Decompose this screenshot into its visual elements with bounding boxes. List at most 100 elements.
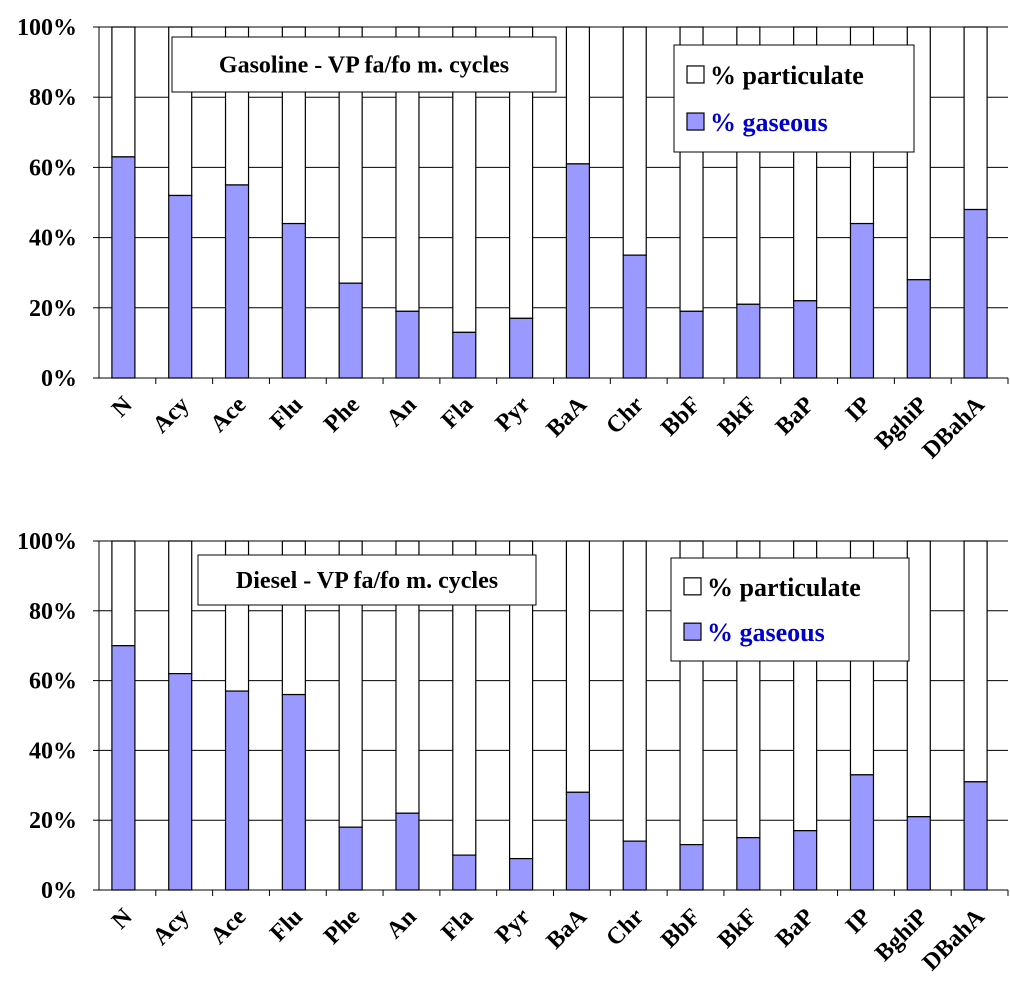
bar-particulate xyxy=(565,26,591,165)
x-tick-label: Phe xyxy=(319,904,365,950)
bar-gaseous xyxy=(736,303,761,379)
x-tick-label: Chr xyxy=(601,392,649,440)
legend-label-gaseous: % gaseous xyxy=(710,108,828,137)
x-tick-label: BbF xyxy=(656,904,706,954)
bar-particulate xyxy=(111,540,136,647)
bar-gaseous xyxy=(281,693,306,891)
chart-title-box xyxy=(197,554,537,606)
x-tick-label: Ace xyxy=(206,392,252,438)
x-tick-label: Pyr xyxy=(491,392,536,437)
y-tick-label: 80% xyxy=(29,599,77,625)
y-tick-label: 20% xyxy=(29,296,77,322)
x-tick-label: N xyxy=(107,903,138,934)
bar-gaseous xyxy=(111,156,136,379)
y-tick-label: 100% xyxy=(17,15,77,41)
bar-gaseous xyxy=(395,812,420,891)
bar-gaseous xyxy=(963,208,988,379)
y-tick-label: 0% xyxy=(41,366,77,392)
x-tick-label: BaA xyxy=(542,391,593,442)
x-tick-label: BaA xyxy=(542,903,593,954)
x-tick-label: Fla xyxy=(437,392,479,434)
bar-gaseous xyxy=(679,844,704,891)
chart-title-box xyxy=(171,36,557,93)
legend-label-particulate: % particulate xyxy=(707,573,861,602)
bar-particulate xyxy=(565,540,591,793)
x-tick-label: BaP xyxy=(771,904,820,953)
bar-gaseous xyxy=(452,331,477,379)
x-tick-label: Flu xyxy=(265,904,308,947)
bar-gaseous xyxy=(338,282,363,379)
bar-gaseous xyxy=(793,830,818,891)
x-tick-label: An xyxy=(382,904,422,944)
x-tick-label: BbF xyxy=(656,392,706,442)
y-tick-label: 80% xyxy=(29,85,77,111)
x-tick-label: Flu xyxy=(265,392,308,435)
y-tick-label: 20% xyxy=(29,808,77,834)
x-tick-label: IP xyxy=(841,904,876,939)
bar-gaseous xyxy=(963,781,988,891)
x-tick-label: BkF xyxy=(713,392,763,442)
y-tick-label: 40% xyxy=(29,226,77,252)
bar-gaseous xyxy=(395,310,420,379)
y-tick-label: 60% xyxy=(29,155,77,181)
legend-swatch-particulate xyxy=(683,577,702,596)
bar-particulate xyxy=(963,540,988,783)
bar-gaseous xyxy=(679,310,704,379)
legend xyxy=(670,557,910,662)
chart-title: Diesel - VP fa/fo m. cycles xyxy=(236,568,498,594)
bar-particulate xyxy=(622,540,647,842)
bar-gaseous xyxy=(906,816,931,891)
bar-gaseous xyxy=(622,254,647,379)
bar-gaseous xyxy=(736,837,761,891)
y-tick-label: 40% xyxy=(29,738,77,764)
bar-gaseous xyxy=(849,222,875,379)
x-tick-label: Chr xyxy=(601,904,649,952)
x-tick-label: An xyxy=(382,392,422,432)
bar-gaseous xyxy=(224,690,250,891)
x-tick-label: DBahA xyxy=(918,391,991,464)
bar-gaseous xyxy=(508,857,534,891)
x-tick-label: Phe xyxy=(319,392,365,438)
bar-gaseous xyxy=(281,222,306,379)
x-tick-label: Acy xyxy=(148,392,195,439)
chart-panel-2: 0%20%40%60%80%100%N Acy Ace Flu Phe An Fla Pyr B… xyxy=(17,529,1009,976)
x-tick-label: BkF xyxy=(713,904,763,954)
bar-gaseous xyxy=(508,317,534,379)
bar-gaseous xyxy=(224,184,250,379)
chart-panel-1: 0%20%40%60%80%100%N Acy Ace Flu Phe An Fla Pyr B… xyxy=(17,15,1009,464)
bar-gaseous xyxy=(793,300,818,379)
legend xyxy=(673,44,915,153)
x-tick-label: DBahA xyxy=(918,903,991,976)
x-tick-label: Fla xyxy=(437,904,479,946)
chart-title: Gasoline - VP fa/fo m. cycles xyxy=(219,53,509,79)
x-tick-label: Acy xyxy=(148,904,195,951)
y-tick-label: 60% xyxy=(29,669,77,695)
bar-gaseous xyxy=(111,645,136,891)
legend-swatch-particulate xyxy=(686,65,705,84)
bar-particulate xyxy=(168,540,193,675)
x-tick-label: Ace xyxy=(206,904,252,950)
y-tick-label: 0% xyxy=(41,878,77,904)
bar-gaseous xyxy=(452,854,477,891)
legend-label-particulate: % particulate xyxy=(710,61,864,90)
bar-gaseous xyxy=(565,791,591,891)
bar-particulate xyxy=(963,26,988,211)
legend-swatch-gaseous xyxy=(686,112,705,131)
bar-gaseous xyxy=(906,279,931,379)
bar-gaseous xyxy=(622,840,647,891)
bar-gaseous xyxy=(849,774,875,891)
bar-gaseous xyxy=(168,194,193,379)
bar-gaseous xyxy=(168,673,193,891)
legend-label-gaseous: % gaseous xyxy=(707,618,825,647)
x-tick-label: N xyxy=(107,391,138,422)
bar-particulate xyxy=(906,540,931,818)
legend-swatch-gaseous xyxy=(683,622,702,641)
bar-particulate xyxy=(111,26,136,158)
bar-gaseous xyxy=(565,163,591,379)
bar-particulate xyxy=(622,26,647,256)
x-tick-label: Pyr xyxy=(491,904,536,949)
x-tick-label: IP xyxy=(841,392,876,427)
bar-gaseous xyxy=(338,826,363,891)
x-tick-label: BaP xyxy=(771,392,820,441)
